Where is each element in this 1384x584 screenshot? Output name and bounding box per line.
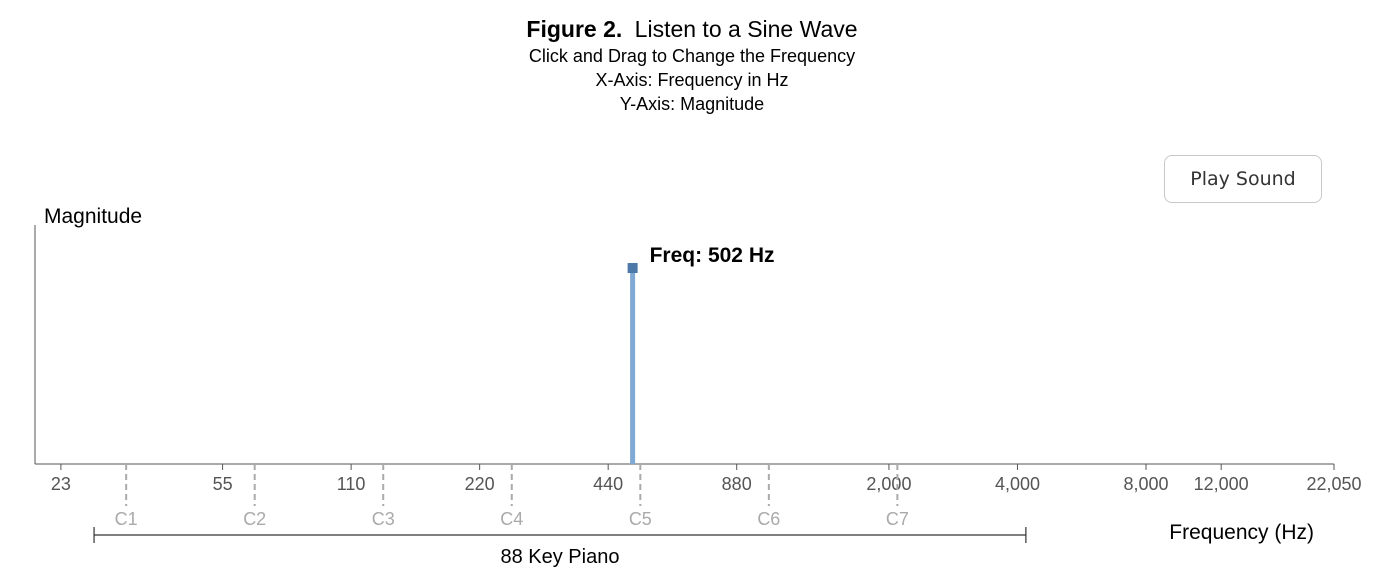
x-tick-label: 22,050 <box>1306 474 1361 494</box>
note-marker-label: C5 <box>629 509 652 529</box>
x-tick-label: 23 <box>51 474 71 494</box>
x-axis-label: Frequency (Hz) <box>1169 521 1314 544</box>
x-tick-label: 2,000 <box>866 474 911 494</box>
figure-title: Figure 2. Listen to a Sine Wave <box>0 14 1384 44</box>
x-tick-label: 4,000 <box>995 474 1040 494</box>
caption-line-instructions: Click and Drag to Change the Frequency <box>528 46 856 66</box>
note-marker-label: C2 <box>243 509 266 529</box>
figure-title-text: Listen to a Sine Wave <box>634 16 858 42</box>
caption-line-y-axis: Y-Axis: Magnitude <box>619 94 765 114</box>
note-marker-label: C6 <box>757 509 780 529</box>
x-tick-label: 55 <box>213 474 233 494</box>
play-sound-button[interactable]: Play Sound <box>1164 155 1322 203</box>
note-marker-label: C7 <box>886 509 909 529</box>
x-tick-label: 110 <box>337 474 366 494</box>
frequency-drag-handle[interactable] <box>627 263 638 274</box>
x-tick-label: 220 <box>465 474 495 494</box>
figure-caption: Figure 2. Listen to a Sine Wave Click an… <box>0 14 1384 116</box>
x-tick-label: 880 <box>722 474 752 494</box>
x-tick-label: 12,000 <box>1194 474 1249 494</box>
figure-label: Figure 2. <box>526 16 623 42</box>
caption-line-x-axis: X-Axis: Frequency in Hz <box>595 70 789 90</box>
x-tick-label: 8,000 <box>1123 474 1168 494</box>
note-marker-label: C1 <box>115 509 138 529</box>
y-axis-label: Magnitude <box>44 205 142 228</box>
note-marker-label: C4 <box>500 509 523 529</box>
note-marker-label: C3 <box>372 509 395 529</box>
piano-range-label: 88 Key Piano <box>500 546 619 568</box>
x-tick-label: 440 <box>593 474 623 494</box>
frequency-label: Freq: 502 Hz <box>650 244 775 267</box>
